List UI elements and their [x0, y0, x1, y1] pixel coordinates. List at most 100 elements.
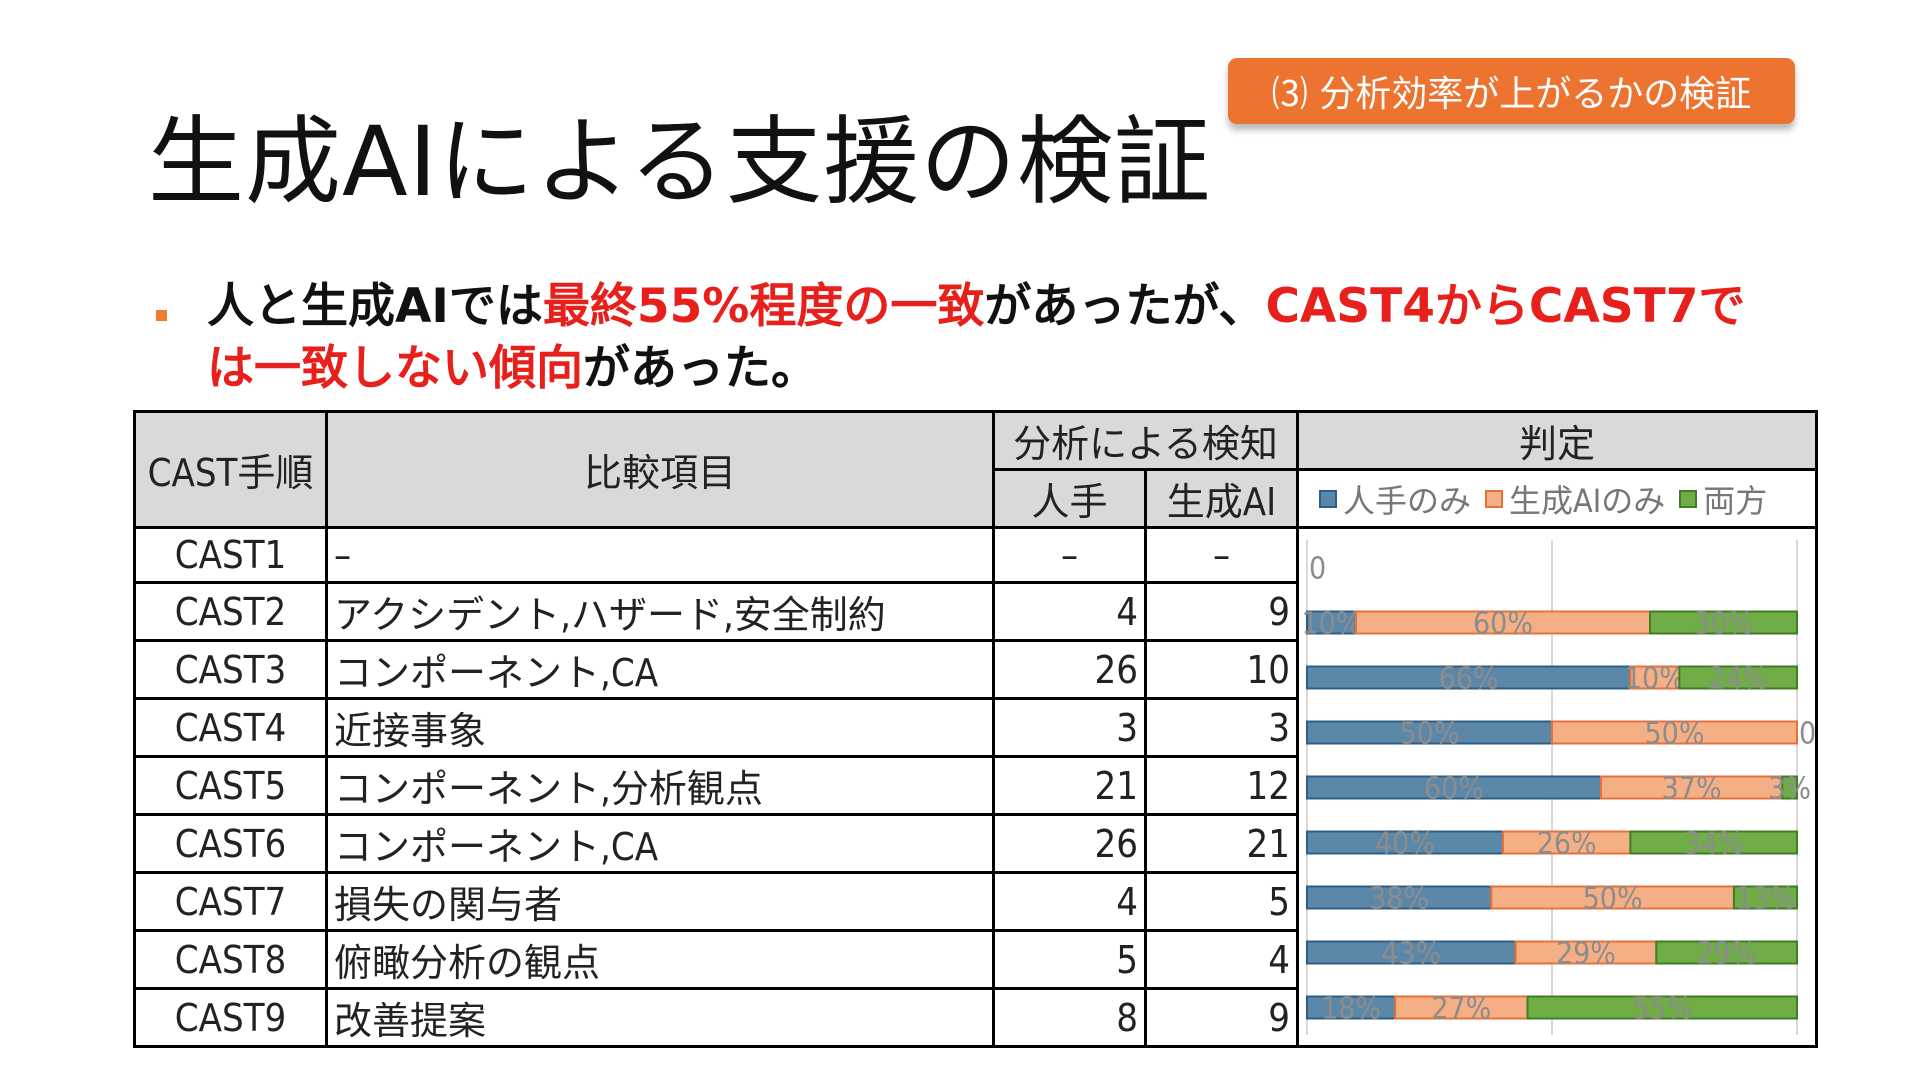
legend-both: 両方 — [1679, 476, 1767, 522]
data-label-ai-only-cast5: 37% — [1662, 771, 1722, 806]
data-label-ai-only-cast8: 29% — [1556, 936, 1616, 971]
data-label-ai-only-cast7: 50% — [1583, 881, 1643, 916]
table-row: CAST5 コンポーネント,分析観点 21 12 — [133, 755, 1817, 816]
item-cell: アクシデント,ハザード,安全制約 — [325, 581, 995, 642]
bar-segment-both-cast2 — [1649, 610, 1798, 634]
table-row: CAST7 損失の関与者 4 5 — [133, 871, 1817, 932]
bar-segment-both-cast8 — [1655, 940, 1799, 964]
legend-ai-only: 生成AIのみ — [1485, 476, 1665, 522]
ai-count-cell: 5 — [1144, 871, 1299, 932]
human-count-cell: 26 — [992, 639, 1147, 700]
data-label-both-cast6: 34% — [1684, 826, 1744, 861]
data-label-ai-only-cast4: 50% — [1645, 716, 1705, 751]
human-count-cell: 3 — [992, 697, 1147, 758]
human-count-cell: 4 — [992, 581, 1147, 642]
table-row: CAST3 コンポーネント,CA 26 10 — [133, 639, 1817, 700]
item-cell: 改善提案 — [325, 987, 995, 1048]
data-label-both-cast8: 29% — [1697, 936, 1757, 971]
step-cell: CAST9 — [133, 987, 328, 1048]
step-cell: CAST3 — [133, 639, 328, 700]
human-count-cell: 26 — [992, 813, 1147, 874]
legend-label-human-only: 人手のみ — [1343, 481, 1472, 520]
chart-legend: 人手のみ 生成AIのみ 両方 — [1301, 476, 1814, 522]
judgement-stacked-bar-chart: 010% 60% 30%66% 10% 24%50% 50% 060% 37% 3%40% 26%… — [1302, 539, 1815, 1035]
bullet-marker — [156, 310, 167, 321]
slide-title: 生成AIによる支援の検証 — [148, 106, 1212, 218]
legend-swatch-orange — [1485, 489, 1504, 508]
legend-swatch-green — [1679, 489, 1698, 508]
header-judgement: 判定 — [1296, 410, 1818, 471]
table-row: CAST2 アクシデント,ハザード,安全制約 4 9 — [133, 581, 1817, 642]
data-label-both-cast9: 55% — [1632, 991, 1692, 1026]
judgement-chart-cell: 0 10% 60% 30% 66% 10% 24% 50% 50% 0 60% 37% 3% 40% 26%… — [1296, 526, 1818, 1048]
step-cell: CAST5 — [133, 755, 328, 816]
bullet-part-3: があった。 — [583, 341, 818, 396]
legend-label-both: 両方 — [1703, 481, 1768, 520]
ai-count-cell: 4 — [1144, 929, 1299, 990]
header-compare-item: 比較項目 — [325, 410, 995, 529]
bullet-text: 人と生成AIでは最終55%程度の一致があったが、CAST4からCAST7では一致… — [207, 276, 1767, 400]
data-label-ai-only-cast6: 26% — [1537, 826, 1597, 861]
step-cell: CAST8 — [133, 929, 328, 990]
data-label-human-only-cast1: 0 — [1309, 551, 1326, 586]
human-count-cell: 4 — [992, 871, 1147, 932]
data-label-human-only-cast3: 66% — [1439, 661, 1499, 696]
human-count-cell: – — [992, 526, 1147, 584]
human-count-cell: 21 — [992, 755, 1147, 816]
item-cell: 近接事象 — [325, 697, 995, 758]
table-row: CAST9 改善提案 8 9 — [133, 987, 1817, 1048]
table-row: CAST4 近接事象 3 3 — [133, 697, 1817, 758]
data-label-both-cast4: 0 — [1799, 716, 1815, 751]
ai-count-cell: 12 — [1144, 755, 1299, 816]
human-count-cell: 5 — [992, 929, 1147, 990]
ai-count-cell: – — [1144, 526, 1299, 584]
data-label-both-cast5: 3% — [1768, 771, 1811, 806]
ai-count-cell: 10 — [1144, 639, 1299, 700]
header-human: 人手 — [992, 468, 1147, 529]
item-cell: 損失の関与者 — [325, 871, 995, 932]
data-label-human-only-cast2: 10% — [1302, 606, 1362, 641]
human-count-cell: 8 — [992, 987, 1147, 1048]
item-cell: 俯瞰分析の観点 — [325, 929, 995, 990]
data-label-ai-only-cast9: 27% — [1431, 991, 1491, 1026]
table-row: CAST1– – –0 10% 60% 30% 66% 10% 24% 50% 50% 0 60% 37%… — [133, 526, 1818, 1048]
legend-label-ai-only: 生成AIのみ — [1509, 481, 1666, 520]
ai-count-cell: 3 — [1144, 697, 1299, 758]
data-label-both-cast2: 30% — [1694, 606, 1754, 641]
header-detection: 分析による検知 — [992, 410, 1299, 471]
data-label-ai-only-cast3: 10% — [1625, 661, 1685, 696]
data-label-human-only-cast7: 38% — [1369, 881, 1429, 916]
ai-count-cell: 21 — [1144, 813, 1299, 874]
header-ai: 生成AI — [1144, 468, 1299, 529]
step-cell: CAST7 — [133, 871, 328, 932]
cast-comparison-table: CAST手順 比較項目 分析による検知 判定 人手 生成AI 人手のみ 生成AI… — [133, 410, 1818, 1048]
table-row: CAST8 俯瞰分析の観点 5 4 — [133, 929, 1817, 990]
item-cell: コンポーネント,分析観点 — [325, 755, 995, 816]
bar-segment-both-cast7 — [1732, 885, 1798, 909]
data-label-both-cast7: 13% — [1735, 881, 1795, 916]
chart-legend-cell: 人手のみ 生成AIのみ 両方 — [1296, 468, 1818, 529]
bar-segment-both-cast5 — [1781, 775, 1798, 799]
step-cell: CAST4 — [133, 697, 328, 758]
data-label-human-only-cast5: 60% — [1424, 771, 1484, 806]
legend-swatch-blue — [1319, 489, 1337, 508]
bar-segment-both-cast3 — [1678, 665, 1798, 689]
bullet-highlight-1: 最終55%程度の一致 — [542, 279, 985, 334]
data-label-human-only-cast8: 43% — [1381, 936, 1441, 971]
data-label-ai-only-cast2: 60% — [1473, 606, 1533, 641]
step-cell: CAST1 — [133, 526, 328, 584]
bar-segment-ai-only-cast4 — [1551, 720, 1798, 744]
data-label-both-cast3: 24% — [1708, 661, 1768, 696]
bar-segment-both-cast6 — [1629, 830, 1798, 854]
section-badge: ⑶ 分析効率が上がるかの検証 — [1228, 58, 1795, 124]
item-cell: コンポーネント,CA — [325, 813, 995, 874]
bullet-highlight-2: CAST4からCAST7では一致しない傾向 — [207, 279, 1746, 396]
data-label-human-only-cast6: 40% — [1375, 826, 1435, 861]
legend-human-only: 人手のみ — [1319, 476, 1471, 522]
bullet-part-1: 人と生成AIでは — [207, 279, 543, 334]
step-cell: CAST2 — [133, 581, 328, 642]
step-cell: CAST6 — [133, 813, 328, 874]
bar-segment-both-cast9 — [1526, 995, 1798, 1019]
item-cell: コンポーネント,CA — [325, 639, 995, 700]
table-row: CAST6 コンポーネント,CA 26 21 — [133, 813, 1817, 874]
